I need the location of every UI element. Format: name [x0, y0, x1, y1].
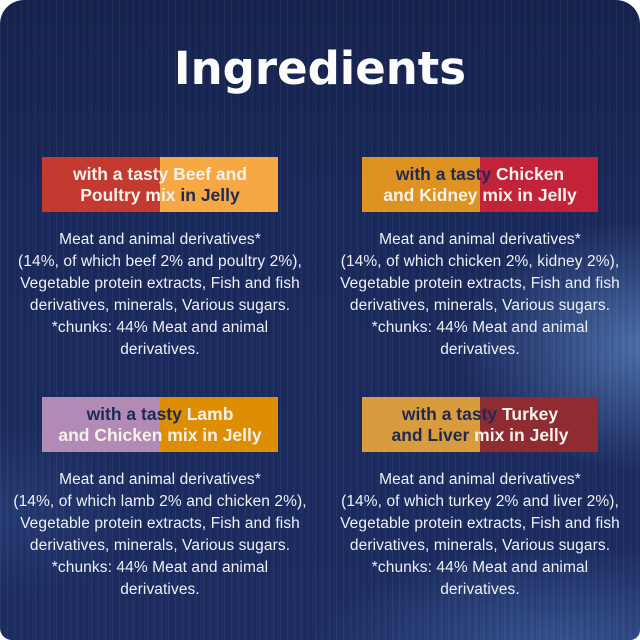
flavor-header-right-block [160, 397, 278, 452]
flavor-header-right-block [160, 157, 278, 212]
ingredient-line: derivatives, minerals, Various sugars. [29, 297, 291, 314]
flavor-header-text: with a tasty Beef and Poultry mix in Jel… [42, 157, 278, 212]
flavor-line-2: and Chicken mix in Jelly [42, 425, 278, 446]
flavor-header-text: with a tasty Turkey and Liver mix in Jel… [362, 397, 598, 452]
ingredient-line: derivatives, minerals, Various sugars. [349, 537, 611, 554]
flavor-header-left-block [362, 157, 480, 212]
ingredient-line: *chunks: 44% Meat and animal derivatives… [51, 319, 269, 358]
ingredient-line: Meat and animal derivatives* [59, 231, 261, 248]
flavor-segment: Chicken [496, 163, 565, 184]
ingredient-line: *chunks: 44% Meat and animal derivatives… [371, 559, 589, 598]
ingredients-text: Meat and animal derivatives* (14%, of wh… [330, 469, 630, 601]
flavor-segment: in Jelly [175, 184, 240, 205]
flavor-segment: with a tasty [401, 403, 503, 424]
ingredient-line: (14%, of which beef 2% and poultry 2%), [18, 253, 302, 270]
flavor-header-text: with a tasty Chicken and Kidney mix in J… [362, 157, 598, 212]
ingredients-text: Meat and animal derivatives* (14%, of wh… [330, 229, 630, 361]
flavor-segment: and Chicken mix in Jelly [58, 424, 262, 445]
ingredient-line: Vegetable protein extracts, Fish and fis… [340, 275, 620, 292]
panel-lamb-chicken: with a tasty Lamb and Chicken mix in Jel… [10, 397, 310, 601]
ingredient-line: (14%, of which turkey 2% and liver 2%), [341, 493, 619, 510]
ingredient-line: Meat and animal derivatives* [379, 471, 581, 488]
flavor-header-left-block [362, 397, 480, 452]
flavor-line-2: and Liver mix in Jelly [362, 425, 598, 446]
flavor-line-1: with a tasty Chicken [362, 164, 598, 185]
ingredient-line: Meat and animal derivatives* [379, 231, 581, 248]
ingredient-line: (14%, of which lamb 2% and chicken 2%), [13, 493, 307, 510]
flavor-header-beef-poultry: with a tasty Beef and Poultry mix in Jel… [42, 157, 278, 212]
flavor-line-1: with a tasty Beef and [42, 164, 278, 185]
ingredient-line: Vegetable protein extracts, Fish and fis… [20, 275, 300, 292]
flavor-header-lamb-chicken: with a tasty Lamb and Chicken mix in Jel… [42, 397, 278, 452]
ingredient-line: (14%, of which chicken 2%, kidney 2%), [340, 253, 620, 270]
flavor-segment: Turkey [502, 403, 559, 424]
flavor-segment: with a tasty [86, 403, 187, 424]
flavor-line-2: and Kidney mix in Jelly [362, 185, 598, 206]
flavor-segment: with a tasty Beef and [72, 163, 248, 184]
panel-beef-poultry: with a tasty Beef and Poultry mix in Jel… [10, 157, 310, 361]
panel-turkey-liver: with a tasty Turkey and Liver mix in Jel… [330, 397, 630, 601]
ingredients-text: Meat and animal derivatives* (14%, of wh… [10, 229, 310, 361]
flavor-line-1: with a tasty Turkey [362, 404, 598, 425]
flavor-line-2: Poultry mix in Jelly [42, 185, 278, 206]
ingredient-line: *chunks: 44% Meat and animal derivatives… [371, 319, 589, 358]
flavor-segment: Lamb [186, 403, 234, 424]
flavor-header-right-block [480, 157, 598, 212]
flavor-header-text: with a tasty Lamb and Chicken mix in Jel… [42, 397, 278, 452]
flavor-segment: mix in Jelly [474, 424, 569, 445]
flavor-header-left-block [42, 397, 160, 452]
flavor-segment: Poultry mix [80, 184, 176, 205]
flavor-segment: and Liver [391, 424, 475, 445]
flavor-header-chicken-kidney: with a tasty Chicken and Kidney mix in J… [362, 157, 598, 212]
flavor-header-turkey-liver: with a tasty Turkey and Liver mix in Jel… [362, 397, 598, 452]
flavor-header-right-block [480, 397, 598, 452]
ingredient-line: *chunks: 44% Meat and animal derivatives… [51, 559, 269, 598]
ingredients-text: Meat and animal derivatives* (14%, of wh… [10, 469, 310, 601]
flavor-segment: with a tasty [395, 163, 497, 184]
panel-chicken-kidney: with a tasty Chicken and Kidney mix in J… [330, 157, 630, 361]
ingredient-line: Vegetable protein extracts, Fish and fis… [340, 515, 620, 532]
page-title: Ingredients [173, 42, 467, 95]
ingredient-line: derivatives, minerals, Various sugars. [29, 537, 291, 554]
flavor-line-1: with a tasty Lamb [42, 404, 278, 425]
ingredient-line: Meat and animal derivatives* [59, 471, 261, 488]
flavor-header-left-block [42, 157, 160, 212]
flavor-segment: and Kidney mix in Jelly [383, 184, 577, 205]
ingredient-line: Vegetable protein extracts, Fish and fis… [20, 515, 300, 532]
ingredient-line: derivatives, minerals, Various sugars. [349, 297, 611, 314]
